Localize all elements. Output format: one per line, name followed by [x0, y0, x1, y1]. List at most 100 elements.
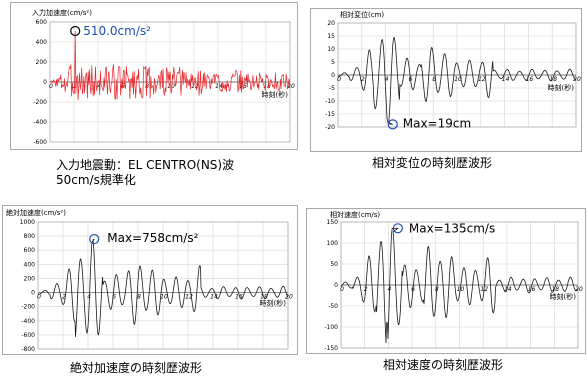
y-tick-label: 15 — [327, 33, 335, 40]
peak-marker — [387, 119, 398, 130]
y-tick-label: 0 — [43, 79, 47, 86]
x-tick-label: 6 — [112, 294, 116, 301]
x-tick-label: 14 — [502, 76, 510, 83]
y-tick-label: 600 — [36, 19, 48, 26]
chart-frame — [310, 8, 582, 152]
y-tick-label: -600 — [21, 332, 35, 339]
x-tick-label: 18 — [263, 83, 271, 90]
y-tick-label: 100 — [327, 240, 339, 247]
peak-marker — [70, 25, 81, 37]
y-tick-label: -5 — [329, 85, 335, 92]
x-tick-label: 0 — [340, 286, 344, 293]
y-tick-label: -50 — [328, 303, 338, 310]
x-axis-title: 時刻(秒) — [548, 83, 575, 92]
peak-annotation: Max=758cm/s² — [107, 231, 198, 245]
y-axis-title: 相対変位(cm) — [340, 10, 384, 19]
x-tick-label: 0 — [337, 76, 341, 83]
x-tick-label: 2 — [73, 83, 77, 90]
caption-line-1: 相対速度の時刻歴波形 — [383, 358, 504, 372]
x-tick-label: 10 — [160, 294, 168, 301]
x-tick-label: 20 — [287, 83, 295, 90]
y-tick-label: -150 — [324, 345, 338, 352]
peak-marker — [392, 223, 403, 234]
x-tick-label: 10 — [454, 76, 462, 83]
caption-line-1: 絶対加速度の時刻歴波形 — [70, 361, 203, 375]
series-line — [340, 227, 579, 344]
y-tick-label: -20 — [325, 124, 335, 131]
y-axis-title: 絶対加速度(cm/s²) — [6, 208, 66, 217]
y-tick-label: -200 — [21, 304, 35, 311]
y-tick-label: 50 — [330, 261, 338, 268]
x-tick-label: 20 — [575, 286, 583, 293]
x-tick-label: 0 — [49, 83, 53, 90]
peak-annotation: Max=135cm/s — [409, 221, 495, 235]
y-tick-label: -10 — [325, 98, 335, 105]
y-tick-label: 1000 — [20, 219, 35, 226]
x-tick-label: 16 — [528, 286, 536, 293]
x-tick-label: 12 — [478, 76, 486, 83]
x-tick-label: 20 — [285, 294, 293, 301]
x-tick-label: 4 — [385, 76, 389, 83]
x-tick-label: 14 — [215, 83, 223, 90]
y-tick-label: 600 — [24, 247, 36, 254]
chart-relative-displacement: -20 -15 -10 -5 0 5 10 15 20 0 2 4 6 8 10 12 14 16 18 20 相対変位… — [310, 8, 582, 152]
chart-caption-4: 相対速度の時刻歴波形 — [383, 358, 503, 373]
x-axis-title: 時刻(秒) — [550, 292, 577, 301]
chart-frame — [2, 205, 298, 355]
plot-area — [37, 221, 289, 350]
y-tick-label: -100 — [324, 324, 338, 331]
y-tick-label: -600 — [33, 139, 47, 146]
x-tick-label: 8 — [137, 294, 141, 301]
x-axis-title: 時刻(秒) — [260, 299, 287, 308]
x-axis-title: 時刻(秒) — [262, 90, 289, 99]
x-tick-label: 18 — [549, 76, 557, 83]
caption-line-1: 相対変位の時刻歴波形 — [372, 156, 493, 170]
chart-frame — [306, 208, 586, 354]
y-tick-label: 5 — [331, 59, 335, 66]
y-tick-label: -400 — [33, 119, 47, 126]
series-line — [49, 30, 291, 101]
y-tick-label: -15 — [325, 111, 335, 118]
chart-relative-velocity: -150 -100 -50 0 50 100 150 0 2 4 6 8 10 12 14 16 18 20 相対速… — [306, 208, 586, 354]
peak-annotation: 510.0cm/s² — [83, 24, 151, 38]
y-tick-label: -800 — [21, 346, 35, 353]
series-line — [37, 238, 289, 337]
y-tick-label: 200 — [36, 59, 48, 66]
y-tick-label: 400 — [36, 39, 48, 46]
y-tick-label: -200 — [33, 99, 47, 106]
y-tick-label: 20 — [327, 20, 335, 27]
y-axis-title: 相対速度(cm/s) — [330, 210, 380, 219]
chart-absolute-acceleration: -800 -600 -400 -200 0 200 400 600 800 1000 0 2 4 6 8 10… — [2, 205, 298, 355]
chart-caption-2: 相対変位の時刻歴波形 — [372, 156, 492, 171]
series-line — [338, 36, 576, 125]
x-tick-label: 20 — [573, 76, 581, 83]
peak-annotation: Max=19cm — [403, 116, 471, 130]
x-tick-label: 2 — [62, 294, 66, 301]
x-tick-label: 14 — [504, 286, 512, 293]
x-tick-label: 12 — [185, 294, 193, 301]
y-axis-title: 入力加速度(cm/s²) — [32, 8, 92, 17]
y-tick-label: -400 — [21, 318, 35, 325]
chart-frame — [10, 2, 298, 150]
x-tick-label: 8 — [432, 76, 436, 83]
y-tick-label: 150 — [327, 219, 339, 226]
chart-input-acceleration: -600 -400 -200 0 200 400 600 0 2 4 6 8 10 12 14 16 18 20 入… — [10, 2, 298, 150]
x-tick-label: 0 — [37, 294, 41, 301]
y-tick-label: 10 — [327, 46, 335, 53]
x-tick-label: 2 — [361, 76, 365, 83]
y-tick-label: 0 — [331, 72, 335, 79]
x-tick-label: 16 — [526, 76, 534, 83]
y-tick-label: 0 — [334, 282, 338, 289]
x-tick-label: 12 — [191, 83, 199, 90]
x-tick-label: 18 — [551, 286, 559, 293]
x-tick-label: 16 — [235, 294, 243, 301]
chart-caption-1: 入力地震動：EL CENTRO(NS)波 50cm/s規準化 — [56, 158, 234, 188]
y-tick-label: 200 — [24, 275, 36, 282]
y-tick-label: 400 — [24, 261, 36, 268]
peak-marker — [89, 233, 100, 245]
x-tick-label: 14 — [210, 294, 218, 301]
y-tick-label: 0 — [31, 290, 35, 297]
